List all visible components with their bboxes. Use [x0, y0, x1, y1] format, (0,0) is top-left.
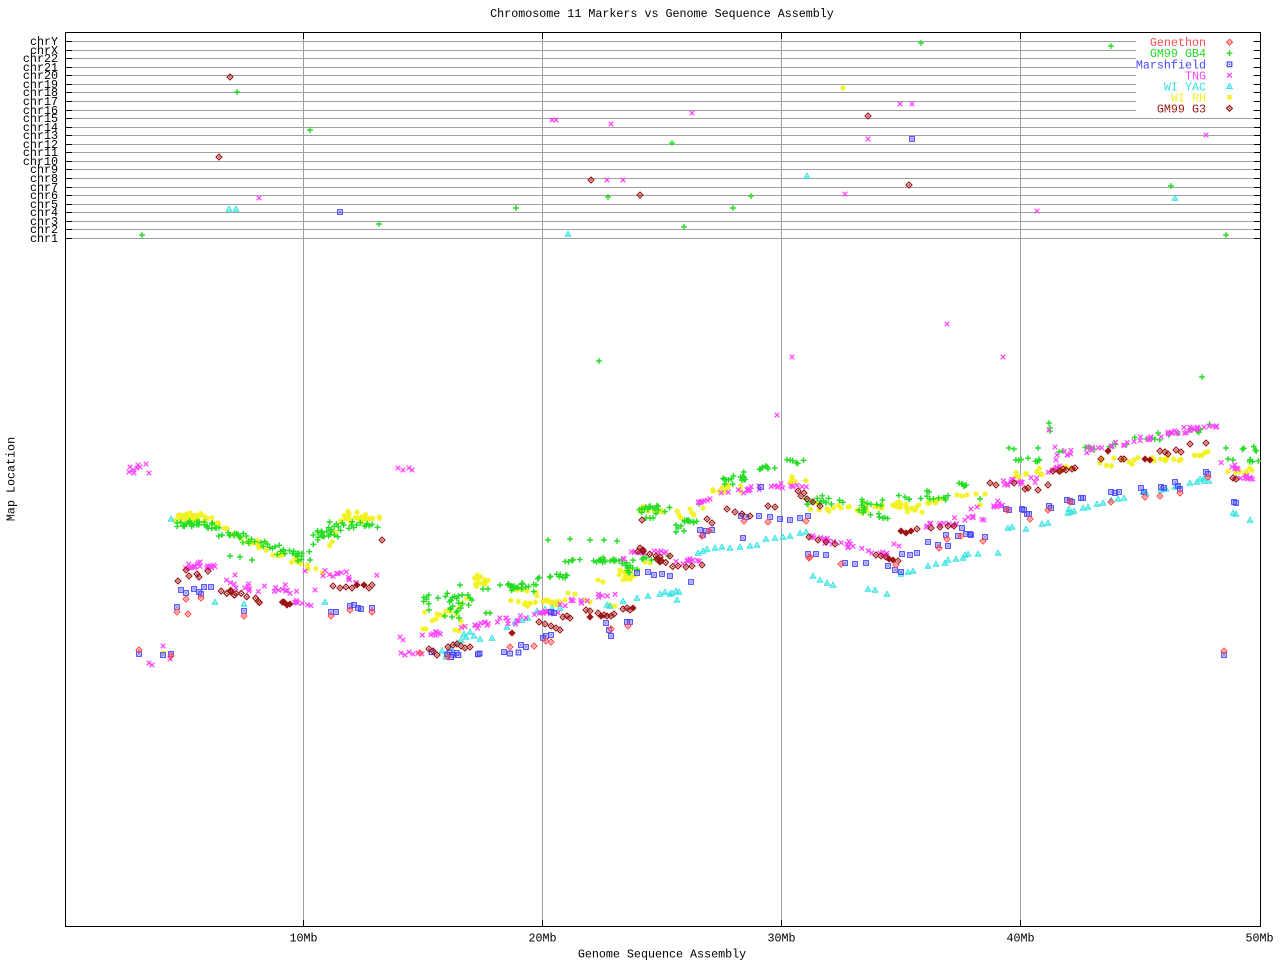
svg-text:50Mb: 50Mb [1245, 932, 1273, 946]
svg-text:chr17: chr17 [23, 95, 58, 109]
svg-text:chr3: chr3 [30, 215, 58, 229]
svg-text:chr8: chr8 [30, 172, 58, 186]
svg-text:chr4: chr4 [30, 206, 58, 220]
svg-text:TNG: TNG [1185, 69, 1206, 83]
svg-text:chr21: chr21 [23, 61, 58, 75]
svg-text:chr11: chr11 [23, 146, 58, 160]
svg-text:chr1: chr1 [30, 232, 58, 246]
svg-text:WI YAC: WI YAC [1164, 80, 1206, 94]
svg-text:chr15: chr15 [23, 112, 58, 126]
svg-text:Marshfield: Marshfield [1136, 58, 1206, 72]
svg-text:30Mb: 30Mb [767, 932, 795, 946]
svg-text:GM99 GB4: GM99 GB4 [1150, 47, 1206, 61]
svg-text:40Mb: 40Mb [1006, 932, 1034, 946]
svg-text:GM99 G3: GM99 G3 [1157, 102, 1206, 116]
svg-text:chr20: chr20 [23, 69, 58, 83]
svg-text:chr16: chr16 [23, 104, 58, 118]
svg-text:chr14: chr14 [23, 121, 58, 135]
svg-text:Chromosome 11 Markers vs Genom: Chromosome 11 Markers vs Genome Sequence… [490, 7, 834, 21]
svg-text:chr13: chr13 [23, 129, 58, 143]
svg-text:Map Location: Map Location [5, 437, 19, 521]
svg-text:chr7: chr7 [30, 181, 58, 195]
svg-text:chr19: chr19 [23, 78, 58, 92]
svg-text:Genome Sequence Assembly: Genome Sequence Assembly [578, 948, 746, 961]
svg-text:chrX: chrX [30, 44, 58, 58]
svg-text:Genethon: Genethon [1150, 36, 1206, 50]
svg-text:WI RH: WI RH [1171, 91, 1206, 105]
svg-text:10Mb: 10Mb [289, 932, 317, 946]
svg-text:20Mb: 20Mb [528, 932, 556, 946]
svg-text:chr5: chr5 [30, 198, 58, 212]
svg-text:chr2: chr2 [30, 223, 58, 237]
svg-text:chr12: chr12 [23, 138, 58, 152]
svg-text:chr18: chr18 [23, 86, 58, 100]
svg-text:chrY: chrY [30, 35, 58, 49]
svg-text:chr10: chr10 [23, 155, 58, 169]
svg-text:chr9: chr9 [30, 163, 58, 177]
svg-text:chr22: chr22 [23, 52, 58, 66]
svg-text:chr6: chr6 [30, 189, 58, 203]
